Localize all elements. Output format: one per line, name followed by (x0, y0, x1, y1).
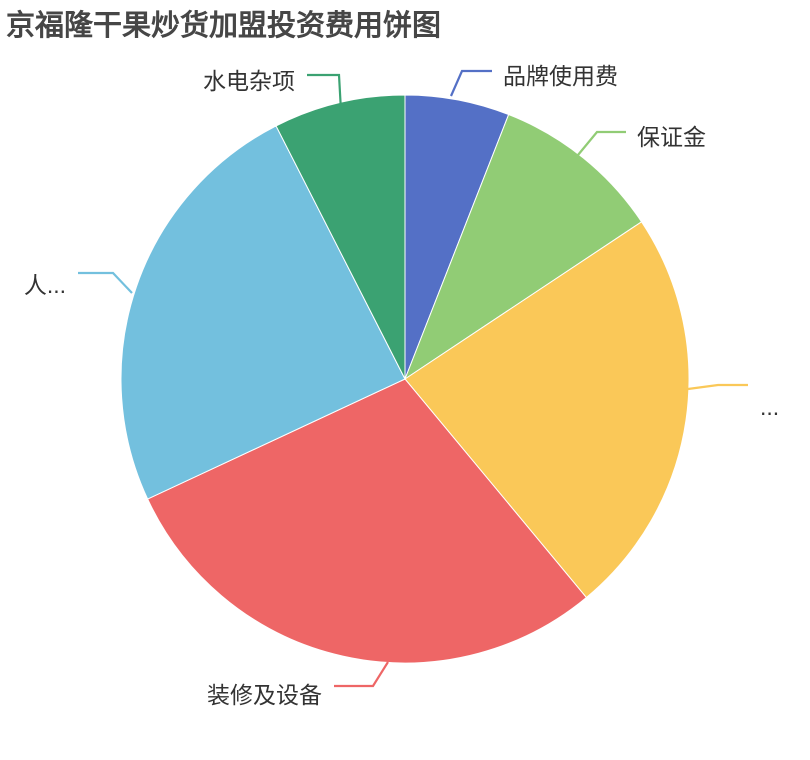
pie-label-5: 水电杂项 (203, 68, 295, 94)
pie-label-3: 装修及设备 (207, 682, 322, 708)
pie-slice-1[interactable] (403, 113, 643, 381)
label-leader-lines-group (78, 69, 748, 688)
pie-label-1: 保证金 (637, 124, 706, 150)
leader-line-3 (334, 661, 389, 688)
pie-label-2: ... (760, 394, 779, 420)
pie-label-0: 品牌使用费 (503, 63, 618, 89)
leader-line-4 (78, 271, 133, 294)
leader-line-2 (687, 383, 748, 391)
pie-slice-3[interactable] (146, 378, 588, 664)
leader-line-1 (577, 130, 626, 156)
pie-slice-4[interactable] (120, 125, 406, 500)
pie-label-4: 人... (24, 272, 66, 298)
pie-slice-5[interactable] (275, 94, 406, 380)
leader-line-5 (307, 73, 343, 112)
leader-line-0 (449, 69, 492, 97)
pie-slice-2[interactable] (404, 221, 690, 599)
pie-slices-group (120, 94, 690, 664)
chart-title: 京福隆干果炒货加盟投资费用饼图 (6, 10, 442, 42)
